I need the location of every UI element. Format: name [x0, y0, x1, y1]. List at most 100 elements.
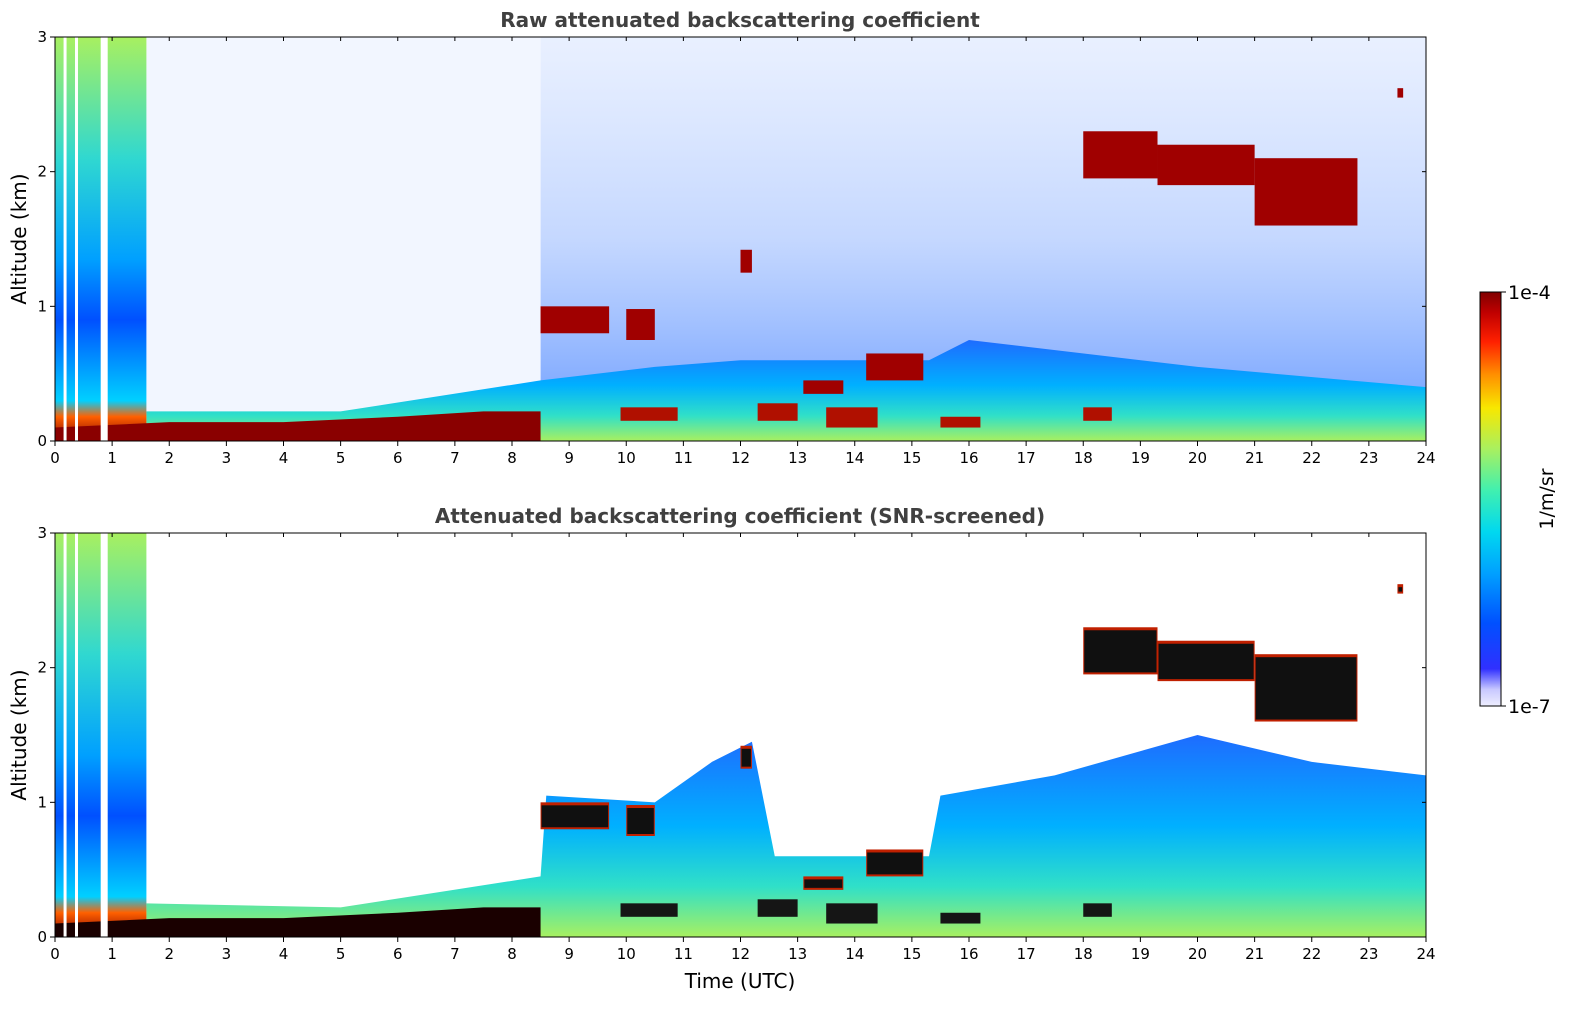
- panel-title: Attenuated backscattering coefficient (S…: [435, 504, 1045, 528]
- x-tick-label: 4: [279, 449, 289, 467]
- x-tick-label: 0: [50, 449, 60, 467]
- x-tick-label: 12: [731, 449, 750, 467]
- snr-screened-panel: Attenuated backscattering coefficient (S…: [7, 504, 1436, 993]
- x-tick-label: 12: [731, 945, 750, 963]
- x-tick-label: 8: [507, 945, 517, 963]
- cloud-feature: [867, 852, 923, 875]
- x-tick-label: 4: [279, 945, 289, 963]
- cloud-feature: [740, 249, 752, 273]
- low-cloud-fragment: [620, 903, 678, 917]
- x-tick-label: 3: [222, 945, 232, 963]
- x-tick-label: 23: [1359, 945, 1378, 963]
- data-gap-stripe: [74, 37, 78, 441]
- colorbar-max-label: 1e-4: [1508, 282, 1551, 304]
- low-cloud-fragment: [757, 403, 798, 421]
- x-tick-label: 11: [674, 449, 693, 467]
- x-tick-label: 6: [393, 945, 403, 963]
- y-tick-label: 2: [37, 659, 47, 677]
- cloud-feature: [1255, 657, 1357, 720]
- y-tick-label: 3: [37, 524, 47, 542]
- surface-layer: [55, 907, 541, 937]
- x-tick-label: 14: [845, 449, 864, 467]
- x-tick-label: 2: [164, 449, 174, 467]
- axis-ticks: 0 1 2 3 4 5 6 7 8 9 10 11 12 13 14 15 16 17 18 19 20 21 22 23 24…: [37, 28, 1435, 467]
- axis-ticks: 0 1 2 3 4 5 6 7 8 9 10 11 12 13 14 15 16 17 18 19 20 21 22 23 24…: [37, 524, 1435, 963]
- x-tick-label: 10: [617, 449, 636, 467]
- heatmap-image: [55, 533, 1426, 937]
- x-tick-label: 18: [1074, 945, 1093, 963]
- plot-frame: [54, 532, 1427, 938]
- x-tick-label: 22: [1302, 945, 1321, 963]
- x-tick-label: 24: [1416, 945, 1435, 963]
- x-tick-label: 16: [959, 945, 978, 963]
- heatmap-image: [55, 37, 1426, 441]
- x-tick-label: 2: [164, 945, 174, 963]
- y-tick-label: 0: [37, 432, 47, 450]
- x-tick-label: 20: [1188, 449, 1207, 467]
- x-tick-label: 18: [1074, 449, 1093, 467]
- y-axis-label: Altitude (km): [7, 669, 31, 800]
- x-tick-label: 15: [902, 945, 921, 963]
- x-tick-label: 19: [1131, 945, 1150, 963]
- x-tick-label: 21: [1245, 449, 1264, 467]
- x-tick-label: 16: [959, 449, 978, 467]
- x-tick-label: 1: [107, 945, 117, 963]
- cloud-feature: [866, 353, 924, 381]
- cloud-feature: [803, 380, 844, 394]
- y-tick-label: 2: [37, 163, 47, 181]
- colorbar: 1e-4 1e-7 1/m/sr: [1479, 282, 1558, 718]
- x-tick-label: 9: [564, 945, 574, 963]
- y-tick-label: 1: [37, 793, 47, 811]
- cloud-feature: [1083, 131, 1158, 179]
- low-cloud-fragment: [940, 416, 981, 428]
- low-cloud-fragment: [620, 407, 678, 421]
- x-tick-label: 15: [902, 449, 921, 467]
- data-gap-stripe: [63, 533, 67, 937]
- cloud-feature: [1254, 158, 1358, 226]
- x-tick-label: 9: [564, 449, 574, 467]
- surface-layer: [55, 411, 541, 441]
- x-tick-label: 0: [50, 945, 60, 963]
- cloud-feature: [626, 309, 655, 340]
- raw-backscatter-panel: Raw attenuated backscattering coefficien…: [7, 8, 1436, 467]
- x-tick-label: 7: [450, 449, 460, 467]
- cloud-feature: [540, 306, 610, 334]
- y-axis-label: Altitude (km): [7, 173, 31, 304]
- x-tick-label: 5: [336, 449, 346, 467]
- x-tick-label: 5: [336, 945, 346, 963]
- data-gap-stripe: [63, 37, 67, 441]
- low-cloud-fragment: [1083, 903, 1112, 917]
- panel-title: Raw attenuated backscattering coefficien…: [500, 8, 980, 32]
- low-cloud-fragment: [826, 903, 878, 924]
- cloud-feature: [1397, 88, 1404, 98]
- cloud-feature: [1157, 144, 1255, 186]
- low-cloud-fragment: [1083, 407, 1112, 421]
- cloud-feature: [627, 808, 654, 834]
- x-tick-label: 8: [507, 449, 517, 467]
- x-tick-label: 17: [1017, 945, 1036, 963]
- x-tick-label: 13: [788, 945, 807, 963]
- data-gap-stripe: [74, 533, 78, 937]
- cloud-feature: [1084, 630, 1157, 673]
- colorbar-gradient-bar: [1479, 291, 1502, 707]
- low-cloud-fragment: [826, 407, 878, 428]
- x-tick-label: 19: [1131, 449, 1150, 467]
- x-tick-label: 17: [1017, 449, 1036, 467]
- cloud-feature: [804, 879, 843, 888]
- low-cloud-fragment: [940, 912, 981, 924]
- y-tick-label: 1: [37, 297, 47, 315]
- cloud-feature: [741, 748, 751, 767]
- x-tick-label: 24: [1416, 449, 1435, 467]
- x-tick-label: 3: [222, 449, 232, 467]
- x-tick-label: 6: [393, 449, 403, 467]
- x-tick-label: 23: [1359, 449, 1378, 467]
- clear-air-region: [146, 37, 541, 441]
- data-gap-stripe: [100, 37, 108, 441]
- x-tick-label: 13: [788, 449, 807, 467]
- x-tick-label: 14: [845, 945, 864, 963]
- x-tick-label: 21: [1245, 945, 1264, 963]
- cloud-feature: [541, 805, 609, 828]
- data-gap-stripe: [100, 533, 108, 937]
- low-cloud-fragment: [757, 899, 798, 917]
